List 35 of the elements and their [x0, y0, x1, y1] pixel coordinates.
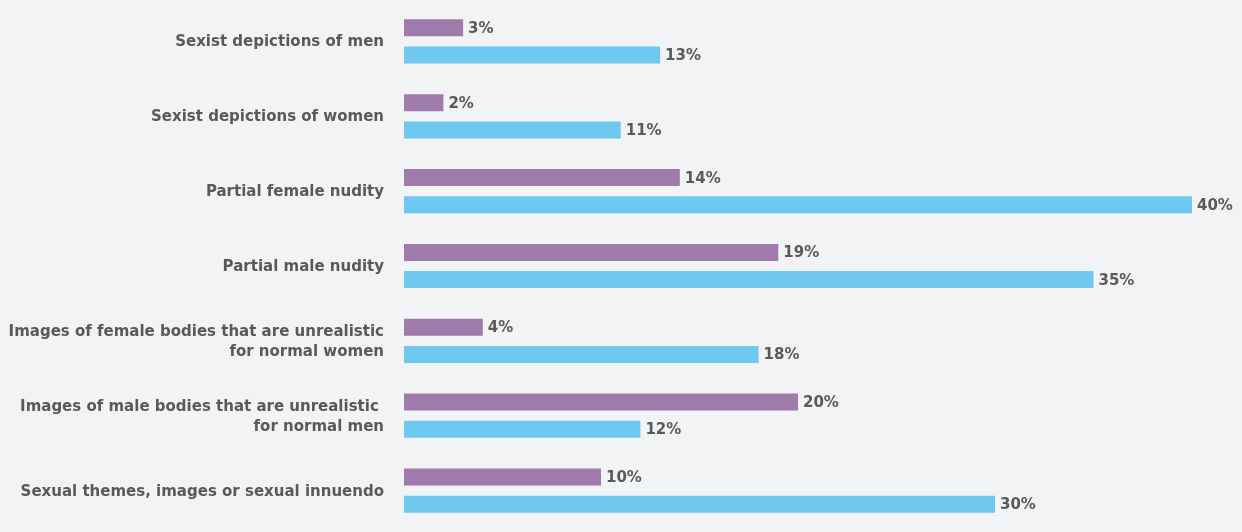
data-label: 30% [1000, 495, 1036, 514]
bar [404, 169, 680, 187]
bar [404, 420, 641, 438]
data-label: 2% [448, 93, 474, 112]
bar [404, 318, 483, 336]
data-label: 18% [763, 345, 800, 364]
data-label: 19% [783, 243, 820, 262]
bar [404, 46, 661, 64]
bar [404, 243, 779, 261]
data-label: 4% [487, 318, 514, 337]
bar [404, 196, 1192, 214]
y-tick-label: Sexual themes, images or sexual innuendo [20, 481, 384, 500]
y-tick-label: Images of female bodies that are unrealistic for normal women [8, 321, 384, 360]
data-label: 35% [1098, 270, 1135, 289]
bar [404, 121, 621, 139]
bar [404, 271, 1094, 289]
bar [404, 468, 601, 486]
data-label: 12% [645, 420, 682, 439]
data-label: 11% [625, 120, 662, 139]
y-tick-label: Images of male bodies that are unrealistic for normal men [20, 396, 384, 435]
data-label: 40% [1197, 195, 1233, 214]
data-label: 10% [606, 467, 642, 486]
bar [404, 94, 444, 112]
data-label: 20% [803, 393, 839, 412]
bar [404, 345, 759, 363]
data-label: 13% [665, 46, 702, 65]
data-label: 3% [468, 18, 494, 37]
bar [404, 19, 464, 37]
y-tick-label: Partial male nudity [222, 257, 385, 275]
y-tick-label: Sexist depictions of women [151, 107, 384, 126]
y-tick-label: Partial female nudity [205, 182, 385, 201]
data-label: 14% [684, 168, 721, 187]
y-tick-label: Sexist depictions of men [175, 32, 384, 51]
bar [404, 393, 798, 411]
bar [404, 495, 995, 513]
